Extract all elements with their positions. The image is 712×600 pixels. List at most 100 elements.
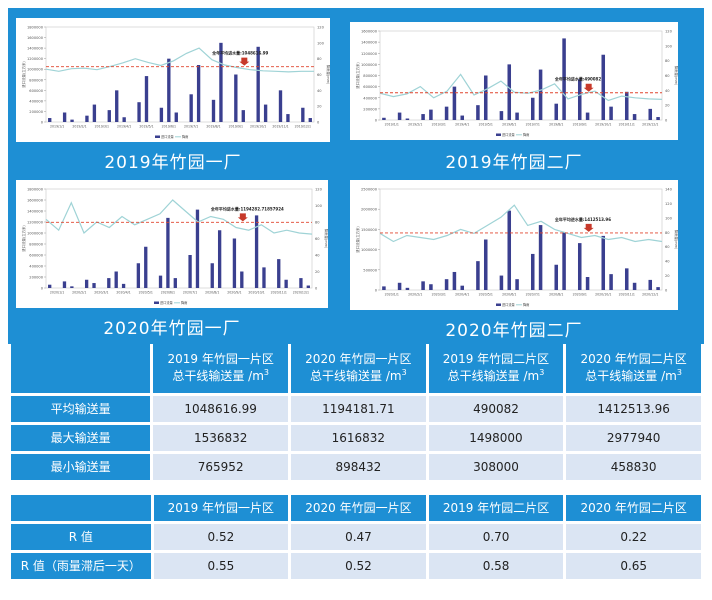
rain-bar — [121, 283, 126, 288]
x-tick-label: 2020/11/1 — [619, 293, 635, 297]
x-tick-label: 2020/5/1 — [479, 293, 493, 297]
x-tick-label: 2019/2/1 — [408, 123, 422, 127]
flow-line — [45, 47, 314, 73]
correlation-table: 2019 年竹园一片区 2020 年竹园一片区 2019 年竹园二片区 2020… — [8, 492, 704, 582]
header-line-1: 2019 年竹园一片区 — [167, 352, 274, 366]
transport-volume-table: 2019 年竹园一片区 总干线输送量 /m3 2020 年竹园一片区 总干线输送量 … — [8, 340, 704, 483]
y-axis-title: 进口流量(立方米) — [355, 62, 360, 89]
mean-annotation: 全年平均进水量:1194282.71857924 — [210, 205, 284, 211]
mean-arrow-marker — [239, 57, 250, 66]
x-tick-label: 2020/1/1 — [50, 291, 64, 295]
rain-bar — [656, 117, 660, 120]
x-tick-label: 2019/8/1 — [206, 125, 220, 129]
y2-axis-title: 降雨量(mm) — [674, 230, 678, 250]
chart-caption-2019-plant-1: 2019年竹园一厂 — [104, 153, 242, 173]
rain-bar — [382, 117, 386, 120]
flow-line — [379, 204, 663, 243]
x-tick-label: 2020/12/1 — [642, 293, 658, 297]
rain-bar — [144, 76, 149, 122]
y2-axis-title: 降雨量(mm) — [674, 66, 678, 86]
table-row: 最小输送量 765952 898432 308000 458830 — [11, 454, 701, 480]
rain-bar — [263, 104, 268, 122]
rain-bar — [107, 110, 111, 122]
y-tick-label: 1400000 — [27, 210, 44, 214]
y2-tick-label: 20 — [665, 104, 670, 108]
rain-bar — [195, 209, 200, 288]
x-tick-label: 2020/8/1 — [549, 293, 563, 297]
header-cell: 2019 年竹园二片区 — [428, 495, 564, 521]
y-tick-label: 1600000 — [27, 36, 44, 40]
y-tick-label: 1800000 — [27, 26, 44, 30]
rain-bar — [277, 259, 281, 288]
table-cell: 1194181.71 — [291, 396, 426, 422]
x-tick-label: 2019/1/1 — [50, 125, 64, 129]
rain-bar — [507, 64, 512, 120]
x-tick-label: 2019/7/1 — [526, 123, 540, 127]
y-tick-label: 600000 — [363, 85, 377, 89]
table-cell: 765952 — [153, 454, 289, 480]
header-cell: 2019 年竹园二片区 总干线输送量 /m3 — [428, 343, 564, 393]
x-tick-label: 2019/3/1 — [432, 123, 446, 127]
rain-bar — [577, 79, 582, 120]
rain-bar — [429, 284, 433, 290]
y-tick-label: 1200000 — [27, 221, 44, 225]
rain-bar — [92, 283, 96, 288]
rain-bar — [70, 119, 74, 122]
rain-bar — [444, 106, 449, 120]
header-unit: 总干线输送量 /m — [585, 369, 677, 383]
legend-swatch-rain — [154, 301, 159, 304]
x-tick-label: 2019/6/1 — [162, 125, 176, 129]
y2-tick-label: 60 — [665, 74, 670, 78]
y-tick-label: 1000000 — [361, 248, 378, 252]
table-cell: 1616832 — [291, 425, 426, 451]
y2-tick-label: 20 — [665, 274, 670, 278]
table-row: 平均输送量 1048616.99 1194181.71 490082 14125… — [11, 396, 701, 422]
plot-area — [45, 26, 315, 123]
rain-bar — [460, 115, 465, 120]
chart-2020-plant-1: 0 200000 400000 600000 800000 1000000 1200000 1… — [16, 180, 328, 308]
x-tick-label: 2020/7/1 — [183, 291, 197, 295]
rain-bar — [219, 42, 223, 122]
rain-bar — [530, 97, 535, 120]
y2-tick-label: 80 — [665, 231, 670, 235]
header-unit: 总干线输送量 /m — [447, 369, 540, 383]
y-tick-label: 0 — [375, 119, 378, 123]
rain-bar — [48, 118, 52, 122]
y2-tick-label: 40 — [665, 89, 670, 93]
rain-bar — [107, 278, 111, 288]
rain-bar — [515, 279, 519, 290]
y-tick-label: 1400000 — [361, 41, 378, 45]
header-unit-sup: 3 — [401, 368, 407, 377]
rain-bar — [173, 278, 177, 288]
rain-bar — [577, 243, 582, 290]
y2-tick-label: 40 — [315, 254, 320, 258]
rain-bar — [301, 107, 305, 122]
row-label-average: 平均输送量 — [11, 396, 151, 422]
x-tick-label: 2020/4/1 — [455, 293, 469, 297]
rain-bar — [405, 118, 410, 120]
y-tick-label: 800000 — [363, 74, 377, 78]
y2-tick-label: 120 — [665, 202, 673, 206]
rain-bar — [601, 235, 606, 290]
rain-bar — [196, 65, 201, 122]
table-cell: 0.70 — [428, 524, 564, 550]
x-tick-label: 2020/6/1 — [161, 291, 175, 295]
plot-area — [379, 188, 663, 291]
y-tick-label: 200000 — [29, 110, 43, 114]
table-cell: 0.52 — [291, 553, 426, 579]
header-cell: 2020 年竹园一片区 — [291, 495, 426, 521]
flow-line — [45, 199, 313, 235]
rain-bar — [632, 114, 637, 120]
rain-bar — [211, 99, 216, 122]
y2-tick-label: 60 — [317, 73, 322, 77]
table-cell: 0.22 — [566, 524, 701, 550]
rain-bar — [538, 225, 543, 290]
y-tick-label: 400000 — [29, 265, 43, 269]
legend-label: 进口流量 — [502, 132, 516, 137]
y-tick-label: 800000 — [29, 78, 43, 82]
rain-bar — [306, 285, 310, 288]
rain-bar — [562, 232, 566, 290]
y-tick-label: 400000 — [29, 99, 43, 103]
x-tick-label: 2019/2/1 — [72, 125, 86, 129]
x-tick-label: 2019/11/1 — [619, 123, 635, 127]
